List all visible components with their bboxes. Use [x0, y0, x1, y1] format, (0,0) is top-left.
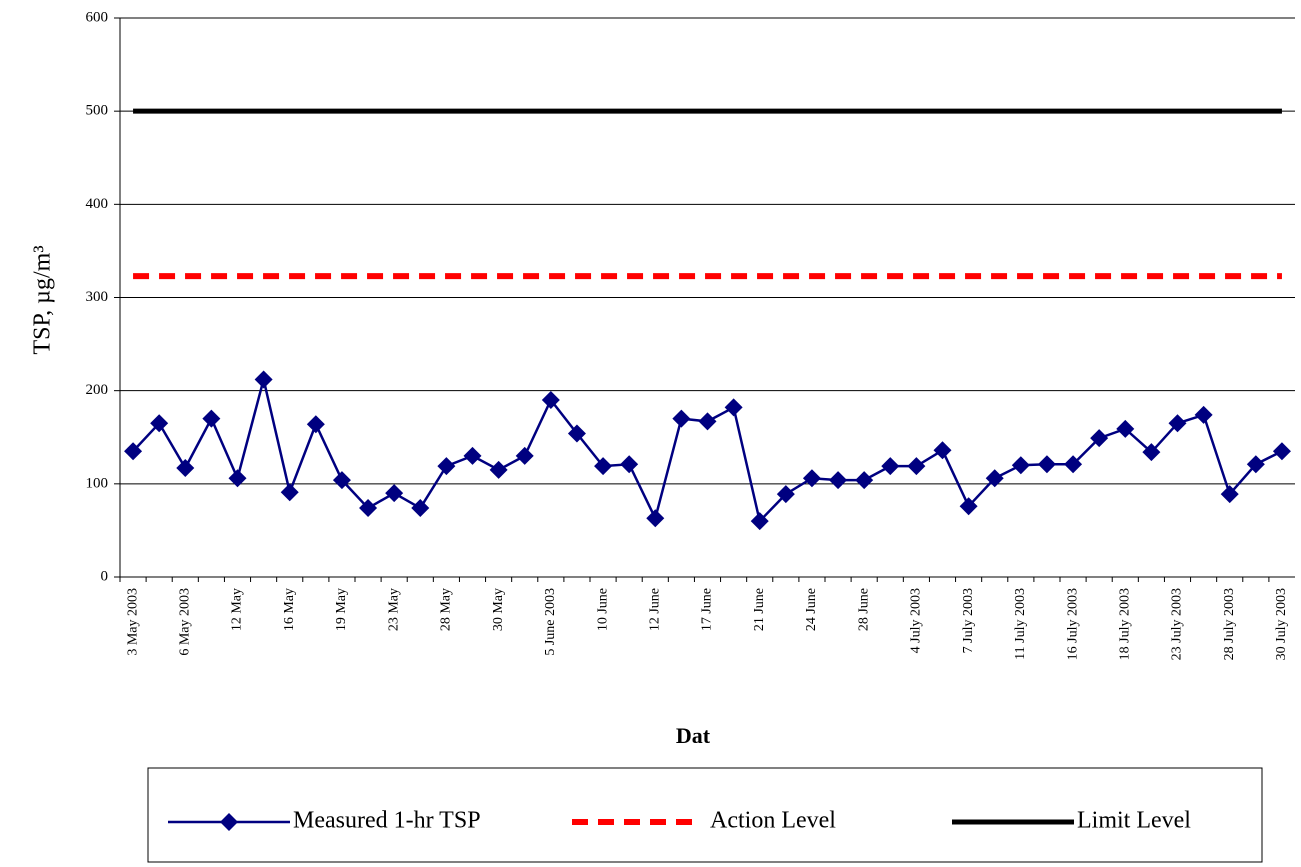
- x-tick-label: 3 May 2003: [125, 588, 140, 656]
- x-tick-label: 28 July 2003: [1222, 588, 1237, 660]
- data-point: [855, 471, 874, 490]
- data-point: [1116, 419, 1135, 438]
- x-tick-label: 17 June: [700, 588, 715, 631]
- data-point: [1037, 455, 1056, 474]
- data-point: [776, 485, 795, 504]
- y-tick-label: 600: [86, 9, 109, 25]
- data-point: [411, 499, 430, 518]
- data-point: [541, 390, 560, 409]
- x-tick-label: 10 June: [595, 588, 610, 631]
- x-tick-label: 5 June 2003: [543, 588, 558, 656]
- data-point: [437, 457, 456, 476]
- data-point: [907, 457, 926, 476]
- x-tick-label: 28 June: [856, 588, 871, 631]
- data-point: [567, 424, 586, 443]
- data-point: [385, 484, 404, 503]
- data-point: [359, 499, 378, 518]
- data-point: [698, 412, 717, 431]
- data-point: [463, 446, 482, 465]
- legend-box: [147, 767, 1263, 863]
- series-line: [132, 379, 1283, 524]
- data-point: [620, 455, 639, 474]
- data-point: [228, 469, 247, 488]
- y-axis-label: TSP, µg/m³: [30, 245, 56, 354]
- data-point: [1246, 455, 1265, 474]
- data-point: [672, 409, 691, 428]
- legend-label: Action Level: [710, 808, 836, 834]
- data-point: [489, 460, 508, 479]
- data-point: [254, 370, 273, 389]
- data-point: [515, 446, 534, 465]
- x-tick-label: 30 July 2003: [1274, 588, 1289, 660]
- x-tick-label: 7 July 2003: [961, 588, 976, 653]
- x-tick-label: 23 May: [386, 588, 401, 631]
- y-tick-label: 500: [86, 103, 109, 119]
- x-tick-label: 12 May: [230, 588, 245, 631]
- x-tick-label: 28 May: [439, 588, 454, 631]
- y-tick-label: 100: [86, 475, 109, 491]
- x-tick-label: 16 May: [282, 588, 297, 631]
- x-tick-label: 16 July 2003: [1065, 588, 1080, 660]
- data-point: [724, 398, 743, 417]
- x-tick-label: 4 July 2003: [909, 588, 924, 653]
- data-point: [306, 415, 325, 434]
- data-point: [594, 457, 613, 476]
- y-tick-label: 300: [86, 289, 109, 305]
- y-tick-label: 0: [101, 568, 109, 584]
- x-tick-label: 6 May 2003: [177, 588, 192, 656]
- x-tick-label: 23 July 2003: [1170, 588, 1185, 660]
- data-point: [124, 442, 143, 461]
- data-point: [750, 512, 769, 531]
- data-point: [933, 441, 952, 460]
- data-point: [202, 409, 221, 428]
- data-point: [1272, 442, 1291, 461]
- data-point: [959, 497, 978, 516]
- x-tick-label: 18 July 2003: [1117, 588, 1132, 660]
- x-axis-label: Dat: [676, 723, 711, 748]
- data-point: [280, 483, 299, 502]
- data-point: [1194, 405, 1213, 424]
- x-tick-label: 30 May: [491, 588, 506, 631]
- data-point: [1168, 414, 1187, 433]
- y-tick-label: 400: [86, 196, 109, 212]
- data-point: [802, 469, 821, 488]
- x-tick-label: 11 July 2003: [1013, 588, 1028, 660]
- x-tick-label: 21 June: [752, 588, 767, 631]
- data-point: [1064, 455, 1083, 474]
- y-tick-label: 200: [86, 382, 109, 398]
- data-point: [1220, 485, 1239, 504]
- data-point: [1142, 443, 1161, 462]
- data-point: [176, 458, 195, 477]
- data-point: [1090, 429, 1109, 448]
- data-point: [1011, 456, 1030, 475]
- data-point: [150, 414, 169, 433]
- data-point: [881, 457, 900, 476]
- data-point: [985, 469, 1004, 488]
- data-point: [829, 471, 848, 490]
- x-tick-label: 24 June: [804, 588, 819, 631]
- data-point: [646, 509, 665, 528]
- legend-marker: [220, 813, 238, 831]
- legend-label: Measured 1-hr TSP: [293, 808, 481, 834]
- data-point: [332, 471, 351, 490]
- x-tick-label: 19 May: [334, 588, 349, 631]
- x-tick-label: 12 June: [647, 588, 662, 631]
- legend-label: Limit Level: [1077, 808, 1191, 834]
